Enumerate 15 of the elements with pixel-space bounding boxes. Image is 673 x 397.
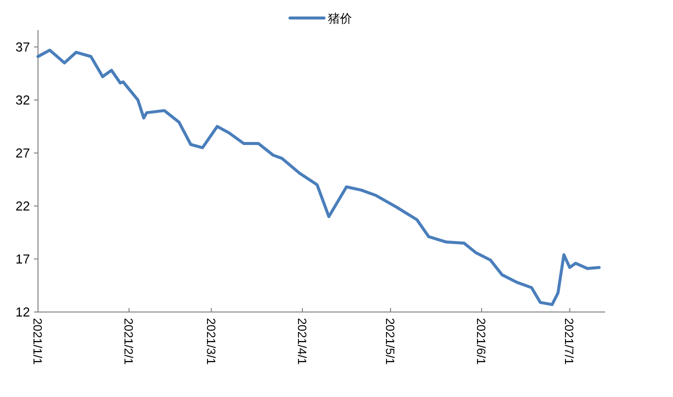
y-tick-label: 12: [16, 304, 30, 320]
y-tick-label: 22: [16, 198, 30, 214]
x-tick-label: 2021/7/1: [562, 318, 576, 366]
x-tick-label: 2021/5/1: [383, 318, 398, 366]
legend-label: 猪价: [328, 12, 352, 26]
y-tick-label: 32: [16, 92, 30, 108]
line-series: [36, 48, 601, 306]
x-tick-label: 2021/1/1: [30, 318, 44, 366]
y-tick-label: 37: [16, 39, 30, 54]
x-tick-label: 2021/4/1: [294, 318, 309, 366]
x-tick-label: 2021/6/1: [474, 318, 488, 366]
y-tick-label: 27: [16, 145, 30, 160]
y-tick-label: 17: [16, 251, 30, 266]
x-tick-label: 2021/2/1: [122, 318, 136, 366]
x-tick-label: 2021/3/1: [204, 318, 218, 366]
